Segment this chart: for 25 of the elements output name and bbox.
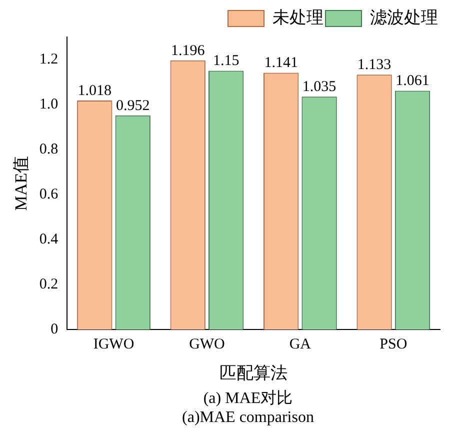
y-axis-title: MAE值 [12, 156, 31, 211]
text: (a) MAE对比 [202, 388, 294, 409]
y-tick-label: 0.6 [39, 186, 59, 202]
text: (a)MAE comparison [181, 409, 315, 427]
x-axis-title: 匹配算法 [220, 363, 288, 382]
x-tick-label: GWO [189, 336, 226, 353]
data-label: 1.035 [302, 79, 336, 96]
legend-label: 滤波处理 [370, 8, 438, 27]
data-label: 1.018 [78, 82, 112, 99]
data-label: 0.952 [116, 98, 150, 114]
legend-label: 未处理 [272, 8, 324, 27]
data-label: 1.061 [396, 73, 430, 90]
data-label: 1.141 [264, 55, 298, 72]
data-label: 1.196 [170, 42, 206, 59]
data-label: 1.15 [212, 53, 240, 70]
y-tick-label: 0 [50, 322, 58, 338]
x-tick-label: IGWO [93, 336, 134, 353]
y-tick-label: 0.4 [39, 232, 59, 248]
y-tick-label: 0.2 [39, 276, 58, 293]
data-label: 1.133 [357, 57, 392, 74]
x-tick-label: GA [289, 336, 312, 353]
y-tick-label: 0.8 [39, 141, 58, 158]
y-tick-label: 1.0 [39, 96, 58, 112]
y-tick-label: 1.2 [39, 51, 58, 68]
x-tick-label: PSO [380, 336, 408, 353]
